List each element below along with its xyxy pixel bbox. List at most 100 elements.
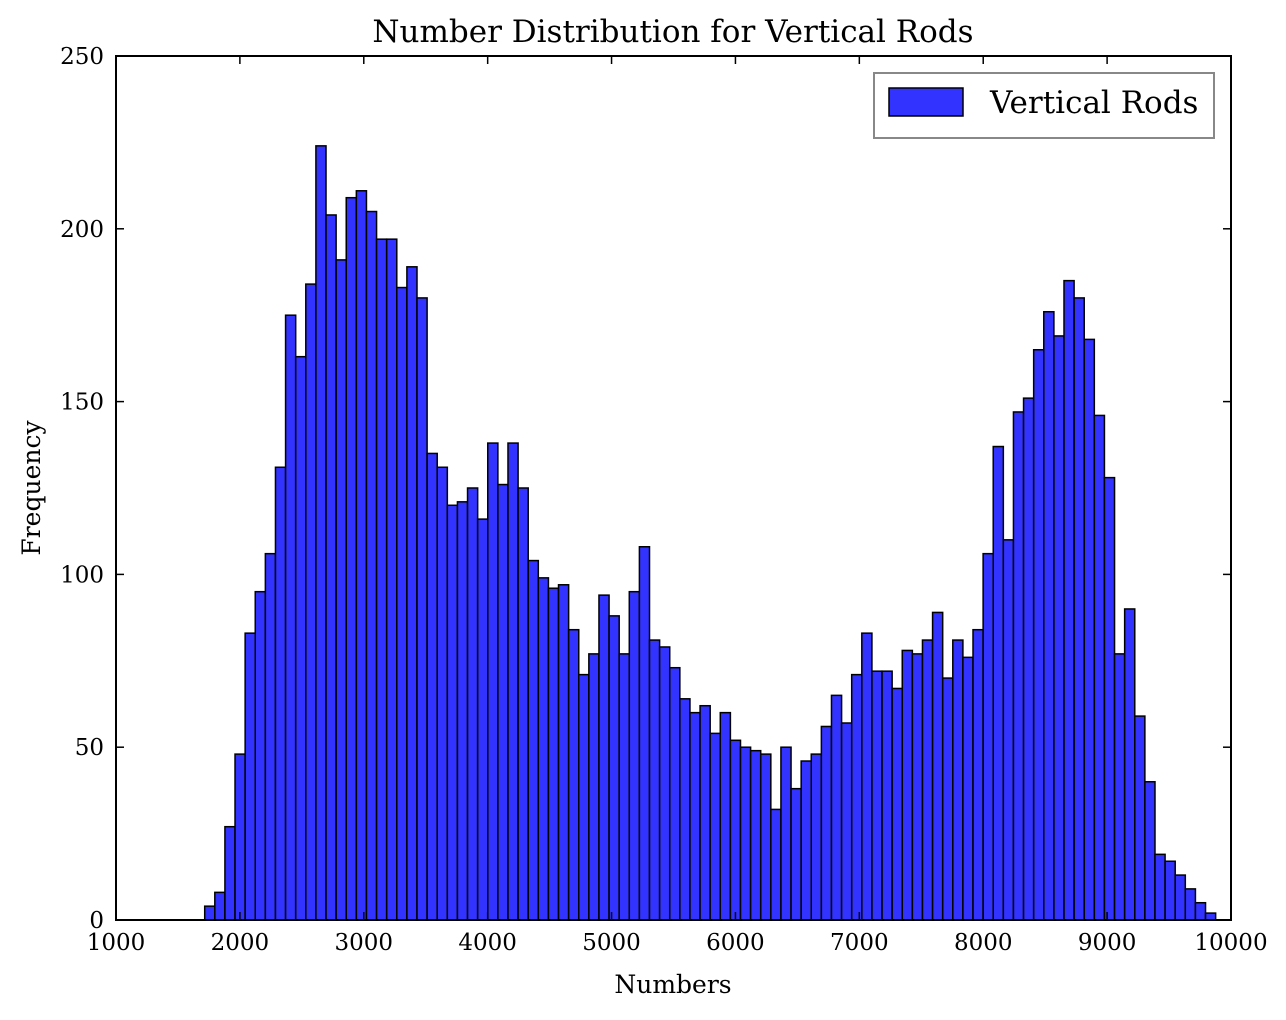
histogram-bar bbox=[284, 314, 297, 921]
histogram-bar bbox=[982, 552, 994, 921]
histogram-bar bbox=[759, 753, 772, 921]
histogram-bar bbox=[658, 646, 671, 921]
histogram-bar bbox=[264, 552, 277, 921]
histogram-bar bbox=[850, 673, 863, 921]
histogram-bar bbox=[638, 546, 651, 921]
histogram-bar bbox=[325, 214, 337, 921]
histogram-bar bbox=[244, 632, 257, 921]
histogram-bar bbox=[1174, 874, 1187, 921]
histogram-bar bbox=[375, 238, 388, 921]
histogram-bar bbox=[1002, 539, 1015, 921]
y-axis-label: Frequency bbox=[17, 420, 46, 556]
histogram-bar bbox=[476, 518, 489, 921]
histogram-bar bbox=[385, 238, 398, 921]
histogram-bar bbox=[709, 732, 722, 921]
histogram-bar bbox=[1073, 297, 1085, 921]
histogram-bar bbox=[224, 825, 236, 921]
histogram-bar bbox=[1103, 476, 1116, 921]
x-tick-label: 7000 bbox=[830, 930, 889, 956]
histogram-bar bbox=[456, 501, 469, 921]
histogram-bar bbox=[1022, 397, 1035, 921]
histogram-bar bbox=[1134, 715, 1146, 921]
histogram-bar bbox=[749, 749, 762, 921]
histogram-bar bbox=[699, 704, 711, 921]
y-tick-label: 200 bbox=[60, 217, 104, 243]
x-tick-label: 9000 bbox=[1078, 930, 1137, 956]
histogram-bar bbox=[507, 442, 519, 921]
histogram-bar bbox=[203, 905, 216, 921]
histogram-bar bbox=[497, 483, 509, 921]
histogram-bar bbox=[254, 590, 267, 921]
x-tick-label: 10000 bbox=[1194, 930, 1267, 956]
x-tick-label: 1000 bbox=[87, 930, 146, 956]
x-tick-label: 4000 bbox=[458, 930, 517, 956]
histogram-bar bbox=[689, 711, 701, 921]
histogram-bar bbox=[557, 584, 570, 921]
y-tick-label: 0 bbox=[89, 908, 104, 934]
histogram-bar bbox=[294, 355, 307, 921]
histogram-bar bbox=[931, 611, 944, 921]
histogram-bar bbox=[921, 639, 934, 921]
y-tick-label: 150 bbox=[60, 390, 104, 416]
histogram-bar bbox=[840, 722, 853, 921]
histogram-bar bbox=[335, 259, 347, 921]
histogram-bar bbox=[830, 694, 843, 921]
histogram-bar bbox=[234, 753, 246, 921]
histogram-bar bbox=[1032, 349, 1045, 921]
legend-box bbox=[873, 72, 1215, 139]
histogram-bar bbox=[567, 628, 580, 921]
histogram-bar bbox=[1144, 781, 1156, 921]
histogram-bar bbox=[577, 673, 590, 921]
histogram-bar bbox=[668, 666, 681, 921]
tick-labels-group: 1000 2000 3000 4000 5000 6000 7000 8000 9000 1000… bbox=[60, 44, 1267, 956]
ticks-group bbox=[115, 55, 1232, 921]
x-axis-label: Numbers bbox=[614, 970, 731, 999]
histogram-bar bbox=[1194, 901, 1207, 921]
histogram-bar bbox=[790, 787, 802, 921]
histogram-bar bbox=[436, 466, 449, 921]
histogram-bar bbox=[214, 891, 226, 921]
histogram-bar bbox=[810, 753, 823, 921]
histogram-bar bbox=[648, 639, 661, 921]
histogram-bar bbox=[780, 746, 792, 921]
x-tick-label: 3000 bbox=[335, 930, 394, 956]
histogram-bar bbox=[1184, 888, 1197, 921]
x-tick-label: 6000 bbox=[706, 930, 765, 956]
histogram-bar bbox=[911, 653, 924, 921]
histogram-bar bbox=[1063, 279, 1075, 921]
histogram-bar bbox=[416, 297, 428, 921]
histogram-bar bbox=[1154, 853, 1166, 921]
histogram-bar bbox=[274, 466, 287, 921]
y-tick-label: 100 bbox=[60, 562, 104, 588]
histogram-bar bbox=[426, 452, 438, 921]
histogram-bar bbox=[1093, 414, 1106, 921]
histogram-bar bbox=[1113, 653, 1126, 921]
histogram-bar bbox=[487, 442, 499, 921]
histogram-bar bbox=[901, 649, 914, 921]
histogram-bar bbox=[820, 725, 833, 921]
histogram-bar bbox=[365, 210, 378, 921]
histogram-bar bbox=[881, 670, 893, 921]
histogram-bar bbox=[719, 711, 732, 921]
histogram-bar bbox=[315, 145, 327, 921]
histogram-bar bbox=[345, 196, 358, 921]
histogram-bar bbox=[537, 577, 550, 921]
histogram-bar bbox=[679, 698, 691, 921]
histogram-bar bbox=[396, 286, 408, 921]
histogram-bar bbox=[1123, 608, 1136, 921]
legend-swatch bbox=[888, 87, 964, 117]
histogram-bar bbox=[446, 504, 459, 921]
histogram-bar bbox=[598, 594, 610, 921]
histogram-bar bbox=[305, 283, 317, 921]
histogram-bar bbox=[729, 739, 742, 921]
histogram-bar bbox=[1012, 411, 1025, 921]
histogram-bar bbox=[941, 677, 954, 921]
histogram-bar bbox=[891, 687, 903, 921]
histogram-bar bbox=[588, 653, 600, 921]
histogram-bar bbox=[628, 590, 641, 921]
histogram-bar bbox=[739, 746, 752, 921]
plot-frame bbox=[115, 55, 1232, 921]
x-tick-label: 8000 bbox=[954, 930, 1013, 956]
histogram-bar bbox=[547, 587, 560, 921]
